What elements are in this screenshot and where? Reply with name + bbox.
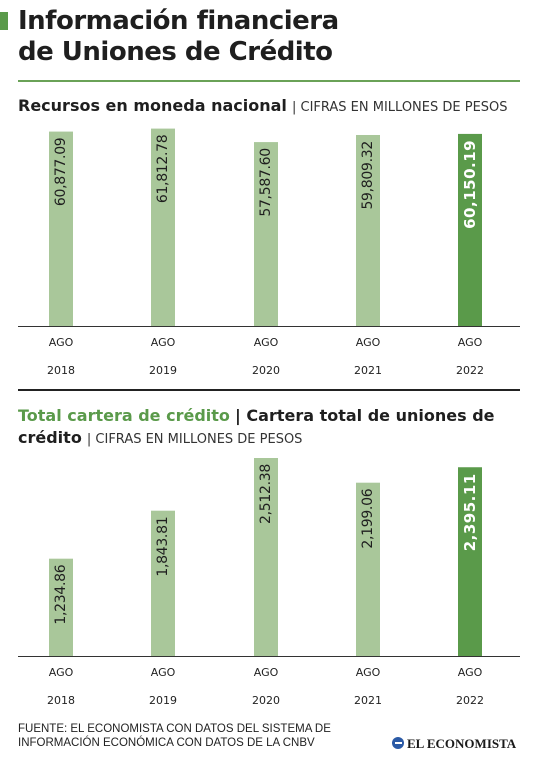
tick-label-bottom-2022: 2022	[456, 694, 484, 707]
logo-icon	[392, 737, 404, 749]
page-title-line1: Información financiera	[18, 6, 339, 36]
tick-label-bottom-2020: 2020	[252, 364, 280, 377]
chart-recursos-svg: 60,877.09 AGO 2018 61,812.78 AGO 2019 57,587.6…	[18, 128, 520, 377]
data-label-2021: 2,199.06	[360, 488, 376, 548]
tick-label-top-2018: AGO	[49, 336, 74, 349]
tick-label-top-2020: AGO	[254, 336, 279, 349]
logo-text: EL ECONOMISTA	[407, 736, 517, 751]
tick-label-bottom-2020: 2020	[252, 694, 280, 707]
section1-header: Recursos en moneda nacional | CIFRAS EN …	[18, 95, 524, 119]
bar-2019	[151, 510, 175, 656]
data-label-2022: 60,150.19	[461, 140, 479, 229]
section2-title-green: Total cartera de crédito	[18, 406, 230, 425]
title-divider	[18, 80, 520, 82]
data-label-2019: 1,843.81	[155, 517, 171, 577]
bar-2018	[49, 558, 73, 656]
source-note: FUENTE: EL ECONOMISTA CON DATOS DEL SIST…	[18, 723, 331, 749]
page-title: Información financiera de Uniones de Cré…	[18, 6, 528, 68]
data-label-2018: 60,877.09	[53, 138, 69, 207]
section1-title: Recursos en moneda nacional	[18, 96, 287, 115]
tick-label-bottom-2021: 2021	[354, 364, 382, 377]
tick-label-top-2022: AGO	[458, 666, 483, 679]
bar-2021	[356, 134, 380, 326]
bar-2019	[151, 128, 175, 326]
tick-label-bottom-2019: 2019	[149, 364, 177, 377]
section1-subtitle: | CIFRAS EN MILLONES DE PESOS	[292, 100, 508, 115]
tick-label-bottom-2019: 2019	[149, 694, 177, 707]
data-label-2020: 57,587.60	[258, 148, 274, 217]
tick-label-top-2021: AGO	[356, 666, 381, 679]
tick-label-top-2020: AGO	[254, 666, 279, 679]
tick-label-top-2018: AGO	[49, 666, 74, 679]
section2-title-rest: | Cartera total de uniones de crédito	[18, 406, 495, 447]
bar-2018	[49, 131, 73, 326]
data-label-2019: 61,812.78	[155, 135, 171, 204]
bar-2021	[356, 482, 380, 656]
tick-label-bottom-2018: 2018	[47, 364, 75, 377]
bar-2020	[254, 458, 278, 656]
section2-header: Total cartera de crédito | Cartera total…	[18, 405, 524, 451]
tick-label-bottom-2022: 2022	[456, 364, 484, 377]
chart-cartera-svg: 1,234.86 AGO 2018 1,843.81 AGO 2019 2,512.38 AG…	[18, 458, 520, 707]
data-label-2021: 59,809.32	[360, 141, 376, 210]
section-divider	[18, 389, 520, 391]
title-accent-bar	[0, 12, 8, 30]
tick-label-top-2019: AGO	[151, 336, 176, 349]
bar-2020	[254, 142, 278, 326]
tick-label-top-2022: AGO	[458, 336, 483, 349]
section2-subtitle: | CIFRAS EN MILLONES DE PESOS	[86, 432, 303, 447]
chart-recursos: 60,877.09 AGO 2018 61,812.78 AGO 2019 57,587.6…	[18, 124, 520, 386]
bar-2022	[458, 467, 482, 656]
data-label-2020: 2,512.38	[258, 464, 274, 524]
tick-label-top-2019: AGO	[151, 666, 176, 679]
page-title-line2: de Uniones de Crédito	[18, 37, 333, 67]
tick-label-top-2021: AGO	[356, 336, 381, 349]
data-label-2022: 2,395.11	[461, 473, 479, 551]
chart-cartera: 1,234.86 AGO 2018 1,843.81 AGO 2019 2,512.38 AG…	[18, 454, 520, 716]
tick-label-bottom-2021: 2021	[354, 694, 382, 707]
brand-logo: EL ECONOMISTA	[392, 736, 528, 752]
data-label-2018: 1,234.86	[53, 564, 69, 624]
bar-2022	[458, 133, 482, 326]
tick-label-bottom-2018: 2018	[47, 694, 75, 707]
